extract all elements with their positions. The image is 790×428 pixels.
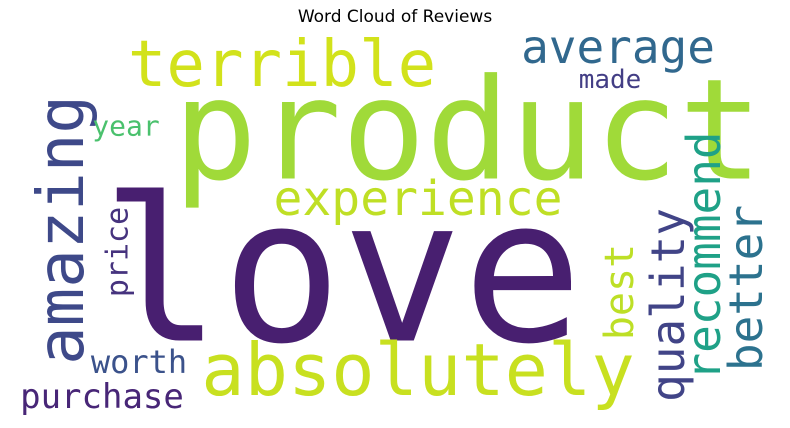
word-worth: worth xyxy=(91,343,187,381)
word-year: year xyxy=(92,110,159,143)
word-better: better xyxy=(719,205,773,371)
word-terrible: terrible xyxy=(128,28,436,102)
word-made: made xyxy=(579,65,642,95)
word-purchase: purchase xyxy=(20,377,184,417)
word-best: best xyxy=(597,244,643,340)
word-love: love xyxy=(101,156,583,389)
chart-title: Word Cloud of Reviews xyxy=(297,7,493,27)
word-recommend: recommend xyxy=(677,131,731,380)
word-absolutely: absolutely xyxy=(201,328,634,412)
word-amazing: amazing xyxy=(25,95,99,365)
word-average: average xyxy=(521,20,715,74)
word-product: product xyxy=(173,50,763,213)
word-price: price xyxy=(101,207,136,297)
word-quality: quality xyxy=(641,208,695,402)
word-experience: experience xyxy=(274,171,563,227)
